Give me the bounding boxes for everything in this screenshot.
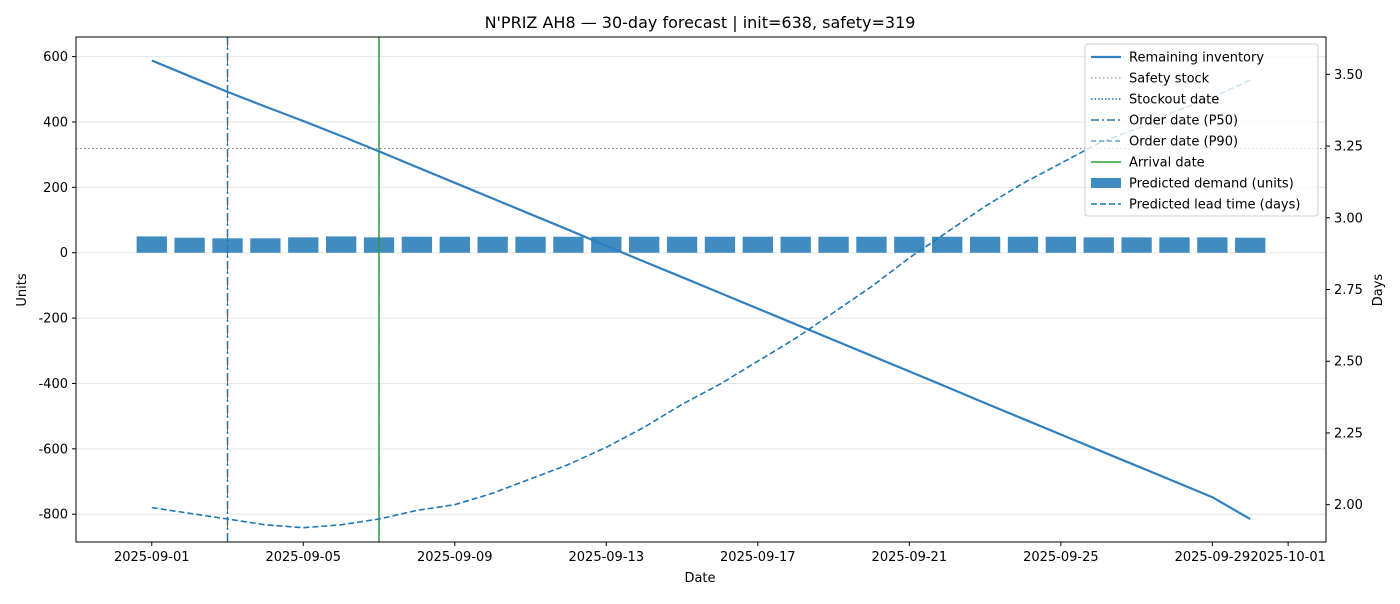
- demand-bar: [401, 236, 433, 253]
- gridlines: [76, 56, 1326, 515]
- demand-bar: [1121, 237, 1152, 253]
- y2-axis-label: Days: [1371, 274, 1386, 307]
- y-axis-ticks: 600 400 200 0 -200 -400 -600 -800: [38, 50, 76, 523]
- demand-bar: [1197, 237, 1228, 253]
- y2-tick-label: 3.25: [1334, 140, 1363, 155]
- chart-title: N'PRIZ AH8 — 30-day forecast | init=638,…: [485, 13, 916, 32]
- series-lines: [151, 59, 1251, 529]
- legend-swatch-bar: [1091, 178, 1121, 188]
- demand-bar: [1159, 237, 1190, 253]
- demand-bar: [856, 236, 887, 253]
- demand-bar: [439, 236, 470, 253]
- demand-bar: [932, 236, 963, 253]
- demand-bar: [174, 237, 205, 253]
- legend-label: Stockout date: [1129, 93, 1219, 108]
- x-tick-label: 2025-09-13: [569, 550, 645, 565]
- demand-bar: [136, 236, 167, 253]
- x-tick-label: 2025-09-25: [1023, 550, 1099, 565]
- inventory-line: [151, 59, 1251, 521]
- demand-bar: [969, 236, 1001, 253]
- lead-time-line: [151, 79, 1251, 529]
- y-axis-label: Units: [15, 273, 30, 306]
- demand-bar: [1045, 236, 1076, 253]
- legend-label: Order date (P90): [1129, 135, 1238, 150]
- demand-bar: [704, 236, 736, 253]
- y-tick-label: -400: [38, 377, 68, 392]
- y2-tick-label: 2.75: [1334, 283, 1363, 298]
- legend: Remaining inventory Safety stock Stockout …: [1084, 43, 1319, 217]
- x-tick-label: 2025-09-05: [265, 550, 341, 565]
- legend-items: Remaining inventory Safety stock Stockout …: [1091, 51, 1300, 213]
- y-tick-label: -600: [38, 442, 68, 457]
- demand-bars: [136, 236, 1266, 253]
- demand-bar: [780, 236, 811, 253]
- legend-box: [1084, 43, 1319, 217]
- x-axis-ticks: 2025-09-01 2025-09-05 2025-09-09 2025-09-13…: [114, 542, 1326, 565]
- reference-lines: [76, 37, 1326, 542]
- demand-bar: [894, 236, 925, 253]
- demand-bar: [629, 236, 660, 253]
- demand-bar: [288, 237, 319, 253]
- demand-bar: [553, 236, 584, 253]
- x-tick-label: 2025-09-21: [872, 550, 948, 565]
- x-tick-label: 2025-09-17: [720, 550, 796, 565]
- demand-bar: [250, 238, 281, 253]
- y2-tick-label: 3.50: [1334, 68, 1363, 83]
- legend-label: Arrival date: [1129, 156, 1205, 171]
- y2-tick-label: 2.50: [1334, 355, 1363, 370]
- x-axis-label: Date: [684, 571, 715, 586]
- y-tick-label: 200: [43, 181, 68, 196]
- y-tick-label: 0: [60, 246, 68, 261]
- y-tick-label: 400: [43, 115, 68, 130]
- y2-tick-label: 2.00: [1334, 498, 1363, 513]
- demand-bar: [666, 236, 698, 253]
- x-tick-label: 2025-10-01: [1250, 550, 1326, 565]
- demand-bar: [1007, 236, 1039, 253]
- y2-tick-label: 3.00: [1334, 211, 1363, 226]
- y-tick-label: 600: [43, 50, 68, 65]
- demand-bar: [477, 236, 508, 253]
- demand-bar: [818, 236, 849, 253]
- legend-label: Safety stock: [1129, 72, 1210, 87]
- x-tick-label: 2025-09-09: [417, 550, 493, 565]
- demand-bar: [515, 236, 546, 253]
- legend-label: Remaining inventory: [1129, 51, 1264, 66]
- legend-label: Predicted lead time (days): [1129, 198, 1300, 213]
- y2-tick-label: 2.25: [1334, 426, 1363, 441]
- y-tick-label: -800: [38, 508, 68, 523]
- demand-bar: [1083, 237, 1114, 253]
- legend-label: Order date (P50): [1129, 114, 1238, 129]
- demand-bar: [326, 236, 357, 253]
- demand-bar: [1235, 237, 1266, 253]
- x-tick-label: 2025-09-29: [1175, 550, 1251, 565]
- x-tick-label: 2025-09-01: [114, 550, 190, 565]
- y-tick-label: -200: [38, 312, 68, 327]
- demand-bar: [742, 236, 773, 253]
- legend-label: Predicted demand (units): [1129, 177, 1294, 192]
- y2-axis-ticks: 2.00 2.25 2.50 2.75 3.00 3.25 3.50: [1326, 68, 1363, 513]
